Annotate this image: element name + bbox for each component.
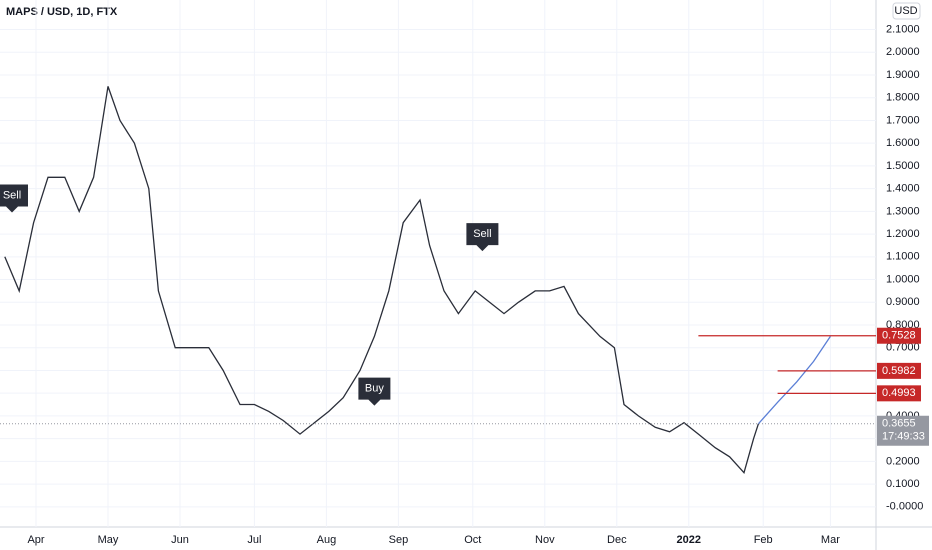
last-price-label: 0.3655 — [882, 418, 916, 430]
price-level-label: 0.5982 — [882, 365, 916, 377]
y-tick-label: 1.8000 — [886, 92, 920, 104]
last-price-tag — [877, 415, 929, 446]
x-tick-label: 2022 — [677, 534, 701, 546]
y-tick-label: 2.0000 — [886, 46, 920, 58]
x-tick-label: Feb — [754, 534, 773, 546]
y-tick-label: 1.3000 — [886, 205, 920, 217]
annotation-label: Sell — [3, 189, 21, 201]
y-tick-label: 1.2000 — [886, 228, 920, 240]
x-tick-label: May — [98, 534, 119, 546]
y-tick-label: 2.1000 — [886, 23, 920, 35]
currency-box[interactable] — [892, 2, 921, 20]
x-tick-label: Oct — [464, 534, 481, 546]
y-tick-label: 0.2000 — [886, 455, 920, 467]
y-tick-label: 1.1000 — [886, 251, 920, 263]
annotation-label: Buy — [365, 383, 384, 395]
x-tick-label: Sep — [389, 534, 409, 546]
chart-title: MAPS / USD, 1D, FTX — [6, 6, 118, 18]
annotation-box — [358, 377, 391, 406]
y-tick-label: 1.9000 — [886, 69, 920, 81]
price-line — [757, 336, 831, 425]
y-tick-label: 0.7000 — [886, 342, 920, 354]
x-tick-label: Nov — [535, 534, 555, 546]
y-tick-label: 1.4000 — [886, 183, 920, 195]
y-tick-label: 1.6000 — [886, 137, 920, 149]
x-tick-label: Jun — [171, 534, 189, 546]
y-tick-label: 0.9000 — [886, 296, 920, 308]
x-tick-label: Aug — [317, 534, 337, 546]
annotation-box — [0, 184, 28, 213]
currency[interactable]: USD — [894, 5, 917, 17]
countdown: 17:49:33 — [882, 431, 925, 443]
price-level-label: 0.7528 — [882, 330, 916, 342]
price-level-tag — [877, 327, 921, 344]
price-level-tag — [877, 362, 921, 379]
y-tick-label: 1.5000 — [886, 160, 920, 172]
x-tick-label: Apr — [27, 534, 44, 546]
x-tick-label: Dec — [607, 534, 627, 546]
price-level-tag — [877, 385, 921, 402]
x-tick-label: Jul — [247, 534, 261, 546]
y-tick-label: 1.7000 — [886, 114, 920, 126]
y-tick-label: 0.1000 — [886, 478, 920, 490]
y-tick-label: -0.0000 — [886, 501, 923, 513]
annotation-label: Sell — [473, 228, 491, 240]
y-tick-label: 1.0000 — [886, 273, 920, 285]
price-line — [4, 86, 760, 475]
x-tick-label: Mar — [821, 534, 840, 546]
annotation-box — [466, 223, 499, 252]
price-level-label: 0.4993 — [882, 387, 916, 399]
